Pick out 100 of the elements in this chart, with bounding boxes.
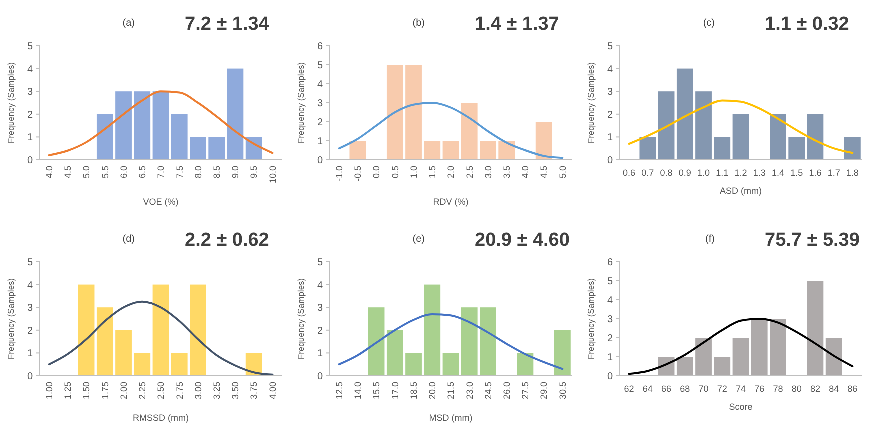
- chart-subtitle: 1.4 ± 1.37: [475, 14, 560, 35]
- x-tick-label: 3.00: [193, 382, 204, 400]
- y-tick-label: 3: [27, 87, 34, 98]
- x-tick-label: 2.75: [174, 382, 185, 400]
- x-tick-label: 2.00: [118, 382, 129, 400]
- bar: [171, 114, 188, 160]
- bar: [826, 338, 842, 376]
- x-tick-label: 21.5: [446, 382, 456, 400]
- y-tick-label: 2: [317, 326, 324, 337]
- bar: [770, 114, 786, 160]
- y-axis-title: Frequency (Samples): [6, 62, 16, 144]
- x-tick-label: 3.25: [212, 382, 222, 400]
- x-tick-label: 3.0: [483, 166, 494, 179]
- x-tick-label: 2.5: [464, 166, 475, 179]
- chart-subtitle: 2.2 ± 0.62: [185, 230, 270, 251]
- chart-subtitle: 20.9 ± 4.60: [475, 230, 570, 251]
- x-tick-label: 3.75: [249, 382, 260, 400]
- x-tick-label: 7.0: [156, 166, 166, 179]
- x-tick-label: 1.00: [44, 382, 54, 400]
- x-tick-label: -1.0: [334, 166, 344, 182]
- bar: [442, 141, 460, 160]
- x-tick-label: 0.9: [678, 168, 692, 178]
- x-tick-label: 74: [736, 384, 746, 394]
- x-tick-label: 62: [624, 384, 634, 394]
- chart-subtitle: 75.7 ± 5.39: [765, 230, 860, 251]
- x-tick-label: 1.50: [82, 382, 92, 400]
- bar: [386, 330, 404, 376]
- x-tick-label: 20.0: [428, 382, 438, 400]
- bar: [480, 308, 496, 376]
- y-tick-label: 5: [27, 42, 34, 52]
- y-tick-label: 5: [27, 258, 34, 268]
- x-tick-label: 1.7: [828, 168, 840, 178]
- y-tick-label: 3: [27, 303, 34, 314]
- x-tick-label: 0.5: [390, 166, 400, 179]
- y-tick-label: 4: [27, 280, 34, 292]
- x-tick-label: 1.3: [753, 168, 766, 178]
- y-tick-label: 0: [607, 156, 614, 166]
- y-tick-label: 4: [27, 64, 34, 76]
- y-tick-label: 3: [607, 314, 614, 326]
- y-tick-label: 0: [317, 372, 324, 382]
- x-tick-label: 6.5: [138, 166, 148, 179]
- x-tick-label: 7.5: [174, 166, 185, 179]
- x-tick-label: 3.5: [502, 166, 512, 179]
- y-tick-label: 1: [27, 348, 34, 360]
- x-tick-label: 0.8: [660, 168, 673, 178]
- y-tick-label: 3: [317, 303, 324, 314]
- x-axis-title: ASD (mm): [720, 186, 762, 196]
- bar: [714, 137, 731, 160]
- bar: [406, 353, 422, 376]
- bar: [807, 281, 824, 376]
- x-tick-label: 4.0: [520, 166, 531, 179]
- y-axis-title: Frequency (Samples): [586, 278, 596, 360]
- bar: [406, 65, 422, 160]
- bar: [190, 137, 206, 160]
- x-axis-title: RMSSD (mm): [133, 413, 189, 423]
- bar: [350, 141, 366, 160]
- line-series: [338, 313, 564, 370]
- bar: [676, 357, 694, 376]
- chart-title: (f): [706, 234, 715, 245]
- x-tick-label: 29.0: [539, 382, 550, 400]
- x-tick-label: 72: [717, 384, 728, 394]
- x-axis-title: RDV (%): [433, 197, 469, 207]
- x-tick-label: 2.0: [446, 166, 456, 179]
- chart-title: (a): [122, 18, 135, 29]
- x-tick-label: 0.7: [642, 168, 654, 178]
- bar: [676, 68, 694, 160]
- y-tick-label: 6: [317, 42, 324, 52]
- bar: [640, 137, 656, 160]
- x-tick-label: 24.5: [483, 382, 494, 400]
- bar: [424, 284, 441, 376]
- bar: [116, 92, 132, 160]
- bar: [246, 353, 262, 376]
- x-tick-label: 66: [662, 384, 672, 394]
- x-tick-label: 4.5: [63, 166, 74, 179]
- bar: [461, 103, 478, 160]
- x-tick-label: 4.00: [268, 382, 278, 400]
- bar: [770, 319, 786, 376]
- x-tick-label: 70: [698, 384, 709, 394]
- x-tick-label: 5.0: [82, 166, 92, 179]
- bar: [498, 141, 516, 160]
- x-tick-label: 78: [773, 384, 784, 394]
- x-tick-label: 1.8: [846, 168, 859, 178]
- bar: [442, 353, 460, 376]
- bar: [696, 338, 712, 376]
- bar: [536, 122, 552, 160]
- bar: [386, 65, 404, 160]
- bar: [732, 114, 750, 160]
- y-tick-label: 1: [317, 348, 324, 360]
- y-tick-label: 3: [607, 87, 614, 98]
- y-tick-label: 5: [607, 276, 614, 288]
- line-series: [628, 318, 854, 376]
- bar: [190, 284, 206, 376]
- x-tick-label: 4.5: [539, 166, 550, 179]
- x-tick-label: 14.0: [353, 382, 364, 400]
- y-tick-label: 5: [607, 42, 614, 52]
- bar: [116, 330, 132, 376]
- y-tick-label: 1: [27, 132, 34, 144]
- bar: [424, 141, 441, 160]
- y-tick-label: 6: [607, 258, 614, 268]
- x-tick-label: 1.4: [772, 168, 784, 178]
